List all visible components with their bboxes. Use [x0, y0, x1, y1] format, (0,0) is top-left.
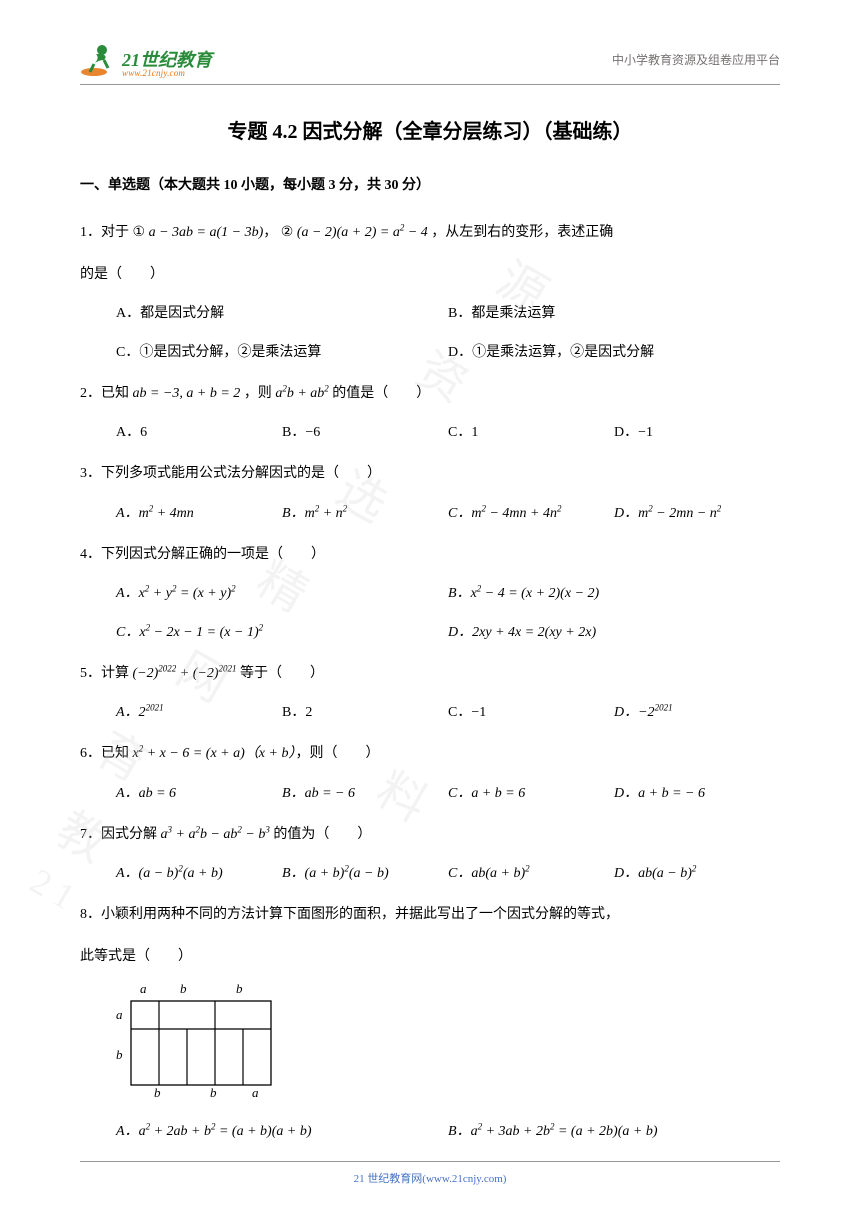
q8-opt-a: A．a2 + 2ab + b2 = (a + b)(a + b) [116, 1117, 448, 1148]
q1-opt-c: C．①是因式分解，②是乘法运算 [116, 338, 448, 369]
q7-opt-c: C．ab(a + b)2 [448, 859, 614, 890]
fig8-bot-a: a [252, 1085, 259, 1101]
q4-opt-b: B．x2 − 4 = (x + 2)(x − 2) [448, 579, 780, 610]
q4-opt-d: D．2xy + 4x = 2(xy + 2x) [448, 618, 780, 649]
question-1: 1．对于 ① a − 3ab = a(1 − 3b)， ② (a − 2)(a … [80, 216, 780, 250]
fig8-left-b: b [116, 1047, 123, 1063]
q1-opt-a: A．都是因式分解 [116, 299, 448, 330]
q6-options: A．ab = 6 B．ab = − 6 C．a + b = 6 D．a + b … [80, 779, 780, 810]
q8-figure: a b b a b b b a [116, 983, 286, 1103]
footer-divider [80, 1161, 780, 1162]
page-title: 专题 4.2 因式分解（全章分层练习）（基础练） [80, 115, 780, 144]
logo: 21世纪教育 www.21cnjy.com [80, 40, 212, 78]
q1-opt-b: B．都是乘法运算 [448, 299, 780, 330]
question-2: 2．已知 ab = −3, a + b = 2 ，则 a2b + ab2 的值是… [80, 377, 780, 411]
question-7: 7．因式分解 a3 + a2b − ab2 − b3 的值为（ ） [80, 818, 780, 852]
q4-options-row1: A．x2 + y2 = (x + y)2 B．x2 − 4 = (x + 2)(… [80, 579, 780, 610]
page-footer: 21 世纪教育网(www.21cnjy.com) [0, 1161, 860, 1186]
q7-opt-b: B．(a + b)2(a − b) [282, 859, 448, 890]
question-6: 6．已知 x2 + x − 6 = (x + a)（x + b），则（ ） [80, 737, 780, 771]
q7-opt-d: D．ab(a − b)2 [614, 859, 780, 890]
q1-suffix: ，从左到右的变形，表述正确 [431, 225, 613, 240]
q2-opt-a: A．6 [116, 418, 282, 449]
q3-opt-b: B．m2 + n2 [282, 499, 448, 530]
fig8-bot-b2: b [210, 1085, 217, 1101]
q2-options: A．6 B．−6 C．1 D．−1 [80, 418, 780, 449]
q4-opt-c: C．x2 − 2x − 1 = (x − 1)2 [116, 618, 448, 649]
q5-opt-a: A．22021 [116, 698, 282, 729]
q3-options: A．m2 + 4mn B．m2 + n2 C．m2 − 4mn + 4n2 D．… [80, 499, 780, 530]
fig8-bot-b1: b [154, 1085, 161, 1101]
q6-opt-a: A．ab = 6 [116, 779, 282, 810]
fig8-left-a: a [116, 1007, 123, 1023]
question-8-line2: 此等式是（ ） [80, 940, 780, 974]
q6-opt-c: C．a + b = 6 [448, 779, 614, 810]
question-4: 4．下列因式分解正确的一项是（ ） [80, 538, 780, 572]
q2-opt-c: C．1 [448, 418, 614, 449]
header-divider [80, 84, 780, 85]
q1-circ1: ① [133, 216, 146, 250]
q4-options-row2: C．x2 − 2x − 1 = (x − 1)2 D．2xy + 4x = 2(… [80, 618, 780, 649]
q1-options-row2: C．①是因式分解，②是乘法运算 D．①是乘法运算，②是因式分解 [80, 338, 780, 369]
fig8-top-b1: b [180, 981, 187, 997]
footer-text: 21 世纪教育网(www.21cnjy.com) [0, 1170, 860, 1186]
q1-circ2: ② [281, 216, 294, 250]
q1-line2: 的是（ ） [80, 258, 780, 292]
q5-options: A．22021 B．2 C．−1 D．−22021 [80, 698, 780, 729]
page-header: 21世纪教育 www.21cnjy.com 中小学教育资源及组卷应用平台 [80, 40, 780, 78]
q2-opt-b: B．−6 [282, 418, 448, 449]
q5-opt-d: D．−22021 [614, 698, 780, 729]
q8-options: A．a2 + 2ab + b2 = (a + b)(a + b) B．a2 + … [80, 1117, 780, 1148]
q1-opt-d: D．①是乘法运算，②是因式分解 [448, 338, 780, 369]
q1-expr2: (a − 2)(a + 2) = a2 − 4 [297, 225, 428, 240]
header-right-text: 中小学教育资源及组卷应用平台 [612, 51, 780, 68]
q4-opt-a: A．x2 + y2 = (x + y)2 [116, 579, 448, 610]
q3-opt-c: C．m2 − 4mn + 4n2 [448, 499, 614, 530]
fig8-top-a: a [140, 981, 147, 997]
q1-prefix: 1．对于 [80, 225, 129, 240]
q6-opt-b: B．ab = − 6 [282, 779, 448, 810]
question-3: 3．下列多项式能用公式法分解因式的是（ ） [80, 457, 780, 491]
q2-opt-d: D．−1 [614, 418, 780, 449]
section-heading: 一、单选题（本大题共 10 小题，每小题 3 分，共 30 分） [80, 174, 780, 194]
q5-opt-b: B．2 [282, 698, 448, 729]
q3-opt-a: A．m2 + 4mn [116, 499, 282, 530]
question-5: 5．计算 (−2)2022 + (−2)2021 等于（ ） [80, 657, 780, 691]
q6-opt-d: D．a + b = − 6 [614, 779, 780, 810]
q3-opt-d: D．m2 − 2mn − n2 [614, 499, 780, 530]
logo-text: 21世纪教育 www.21cnjy.com [122, 51, 212, 78]
q5-opt-c: C．−1 [448, 698, 614, 729]
q8-opt-b: B．a2 + 3ab + 2b2 = (a + 2b)(a + b) [448, 1117, 780, 1148]
q7-opt-a: A．(a − b)2(a + b) [116, 859, 282, 890]
logo-url: www.21cnjy.com [122, 69, 212, 78]
question-8-line1: 8．小颖利用两种不同的方法计算下面图形的面积，并据此写出了一个因式分解的等式， [80, 898, 780, 932]
q7-options: A．(a − b)2(a + b) B．(a + b)2(a − b) C．ab… [80, 859, 780, 890]
logo-icon [80, 40, 118, 78]
logo-cn: 21世纪教育 [122, 51, 212, 69]
q1-expr1: a − 3ab = a(1 − 3b) [149, 225, 264, 240]
fig8-top-b2: b [236, 981, 243, 997]
q1-options-row1: A．都是因式分解 B．都是乘法运算 [80, 299, 780, 330]
